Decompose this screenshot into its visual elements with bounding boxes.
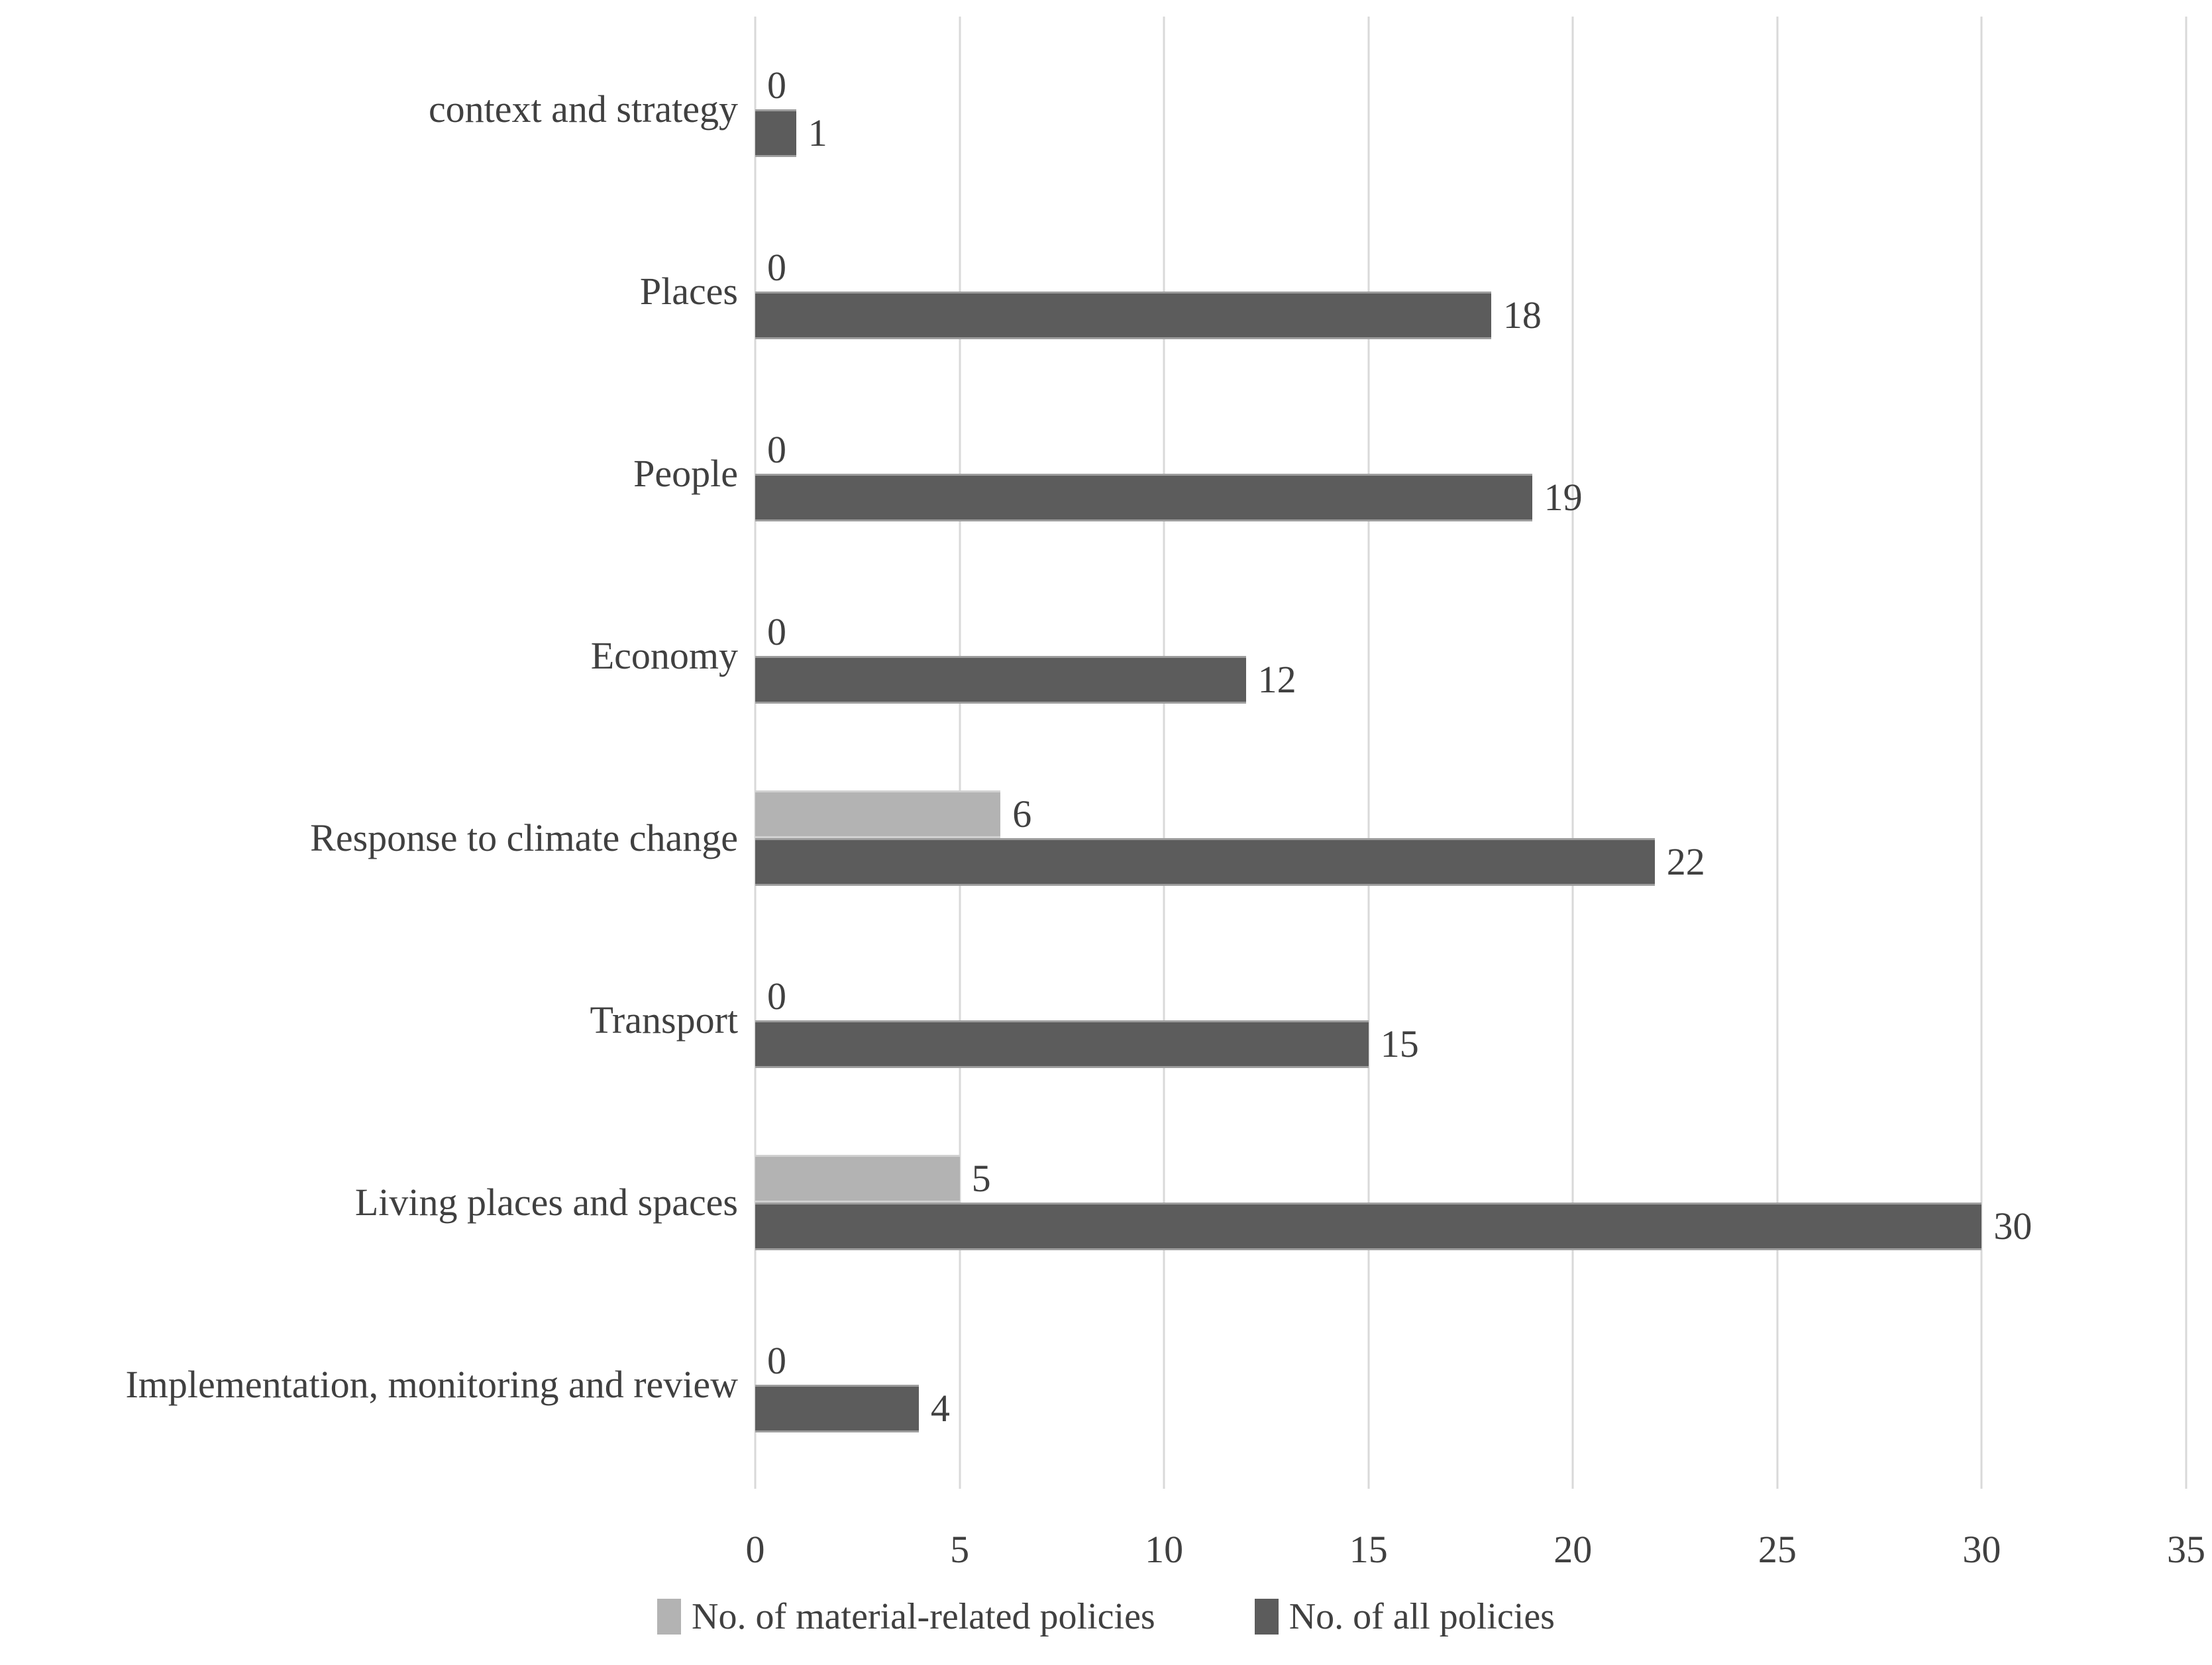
gridline — [1367, 17, 1370, 1489]
legend: No. of material-related policies No. of … — [0, 1595, 2212, 1638]
category-label: Response to climate change — [310, 816, 738, 859]
category-label: People — [633, 451, 738, 495]
gridline — [1776, 17, 1779, 1489]
gridline — [959, 17, 961, 1489]
value-label: 0 — [767, 1339, 786, 1382]
bar-group: 0 19 — [755, 382, 2186, 564]
value-label: 0 — [767, 428, 786, 471]
bar-line-all: 15 — [755, 1020, 2186, 1068]
value-label: 5 — [971, 1157, 991, 1200]
category-label: context and strategy — [428, 87, 738, 131]
bar-all-policies — [755, 291, 1491, 339]
x-tick-label: 35 — [2167, 1528, 2205, 1571]
bar-line-material: 0 — [755, 244, 2186, 292]
category-row: Living places and spaces 5 30 — [0, 1111, 2193, 1293]
bar-line-all: 22 — [755, 837, 2186, 886]
plot-rows: context and strategy 0 1 Places 0 — [0, 18, 2193, 1476]
bar-group: 0 4 — [755, 1293, 2186, 1476]
gridlines — [754, 17, 2187, 1489]
value-label: 12 — [1257, 658, 1296, 701]
bar-line-all: 12 — [755, 655, 2186, 704]
bar-line-material: 0 — [755, 62, 2186, 109]
legend-item-material-related: No. of material-related policies — [657, 1595, 1155, 1638]
bar-line-material: 0 — [755, 1337, 2186, 1385]
bar-line-all: 30 — [755, 1202, 2186, 1250]
value-label: 0 — [767, 975, 786, 1018]
bar-group: 5 30 — [755, 1111, 2186, 1293]
value-label: 4 — [930, 1387, 950, 1430]
bar-group: 0 12 — [755, 564, 2186, 747]
gridline — [2185, 17, 2187, 1489]
bar-material-related — [755, 1154, 960, 1203]
x-tick-label: 5 — [950, 1528, 970, 1571]
bar-line-material: 0 — [755, 973, 2186, 1020]
bar-all-policies — [755, 109, 796, 157]
bar-all-policies — [755, 1020, 1369, 1068]
gridline — [1571, 17, 1574, 1489]
legend-item-all-policies: No. of all policies — [1254, 1595, 1555, 1638]
category-label: Living places and spaces — [354, 1180, 738, 1224]
value-label: 0 — [767, 246, 786, 289]
value-label: 22 — [1666, 840, 1705, 883]
gridline — [754, 17, 757, 1489]
x-tick-label: 30 — [1962, 1528, 2001, 1571]
value-label: 0 — [767, 610, 786, 653]
bar-line-material: 0 — [755, 426, 2186, 474]
category-row: context and strategy 0 1 — [0, 18, 2193, 200]
bar-line-material: 6 — [755, 790, 2186, 838]
x-tick-label: 25 — [1758, 1528, 1797, 1571]
legend-swatch-material-related-icon — [657, 1599, 682, 1635]
legend-label: No. of material-related policies — [692, 1596, 1155, 1637]
bar-group: 0 15 — [755, 929, 2186, 1111]
x-tick-label: 0 — [745, 1528, 765, 1571]
category-row: Places 0 18 — [0, 200, 2193, 382]
bar-line-all: 1 — [755, 109, 2186, 157]
bar-line-material: 0 — [755, 608, 2186, 656]
bar-line-all: 4 — [755, 1384, 2186, 1432]
bar-all-policies — [755, 655, 1246, 704]
category-row: Implementation, monitoring and review 0 … — [0, 1293, 2193, 1476]
legend-label: No. of all policies — [1289, 1596, 1555, 1637]
gridline — [1163, 17, 1165, 1489]
bar-group: 6 22 — [755, 747, 2186, 929]
gridline — [1980, 17, 1983, 1489]
x-axis: 0 5 10 15 20 25 30 35 — [746, 1527, 2206, 1587]
category-row: Response to climate change 6 22 — [0, 747, 2193, 929]
bar-line-all: 18 — [755, 291, 2186, 339]
bar-all-policies — [755, 1384, 919, 1432]
bar-group: 0 1 — [755, 18, 2186, 200]
value-label: 15 — [1380, 1022, 1419, 1065]
category-row: People 0 19 — [0, 382, 2193, 564]
bar-line-all: 19 — [755, 473, 2186, 521]
category-label: Implementation, monitoring and review — [125, 1362, 738, 1406]
bar-all-policies — [755, 473, 1532, 521]
category-label: Transport — [590, 998, 738, 1042]
value-label: 6 — [1012, 792, 1032, 835]
bar-all-policies — [755, 837, 1655, 886]
x-tick-label: 15 — [1349, 1528, 1388, 1571]
value-label: 0 — [767, 64, 786, 107]
x-tick-label: 20 — [1554, 1528, 1593, 1571]
category-row: Transport 0 15 — [0, 929, 2193, 1111]
bar-line-material: 5 — [755, 1154, 2186, 1203]
category-label: Places — [639, 269, 738, 313]
legend-swatch-all-policies-icon — [1254, 1599, 1279, 1635]
category-label: Economy — [590, 633, 738, 677]
bar-material-related — [755, 790, 1001, 838]
x-tick-label: 10 — [1145, 1528, 1184, 1571]
bar-group: 0 18 — [755, 200, 2186, 382]
value-label: 30 — [1993, 1205, 2032, 1248]
value-label: 19 — [1544, 476, 1583, 519]
value-label: 18 — [1502, 294, 1542, 337]
value-label: 1 — [808, 111, 827, 154]
bar-all-policies — [755, 1202, 1982, 1250]
category-row: Economy 0 12 — [0, 564, 2193, 747]
